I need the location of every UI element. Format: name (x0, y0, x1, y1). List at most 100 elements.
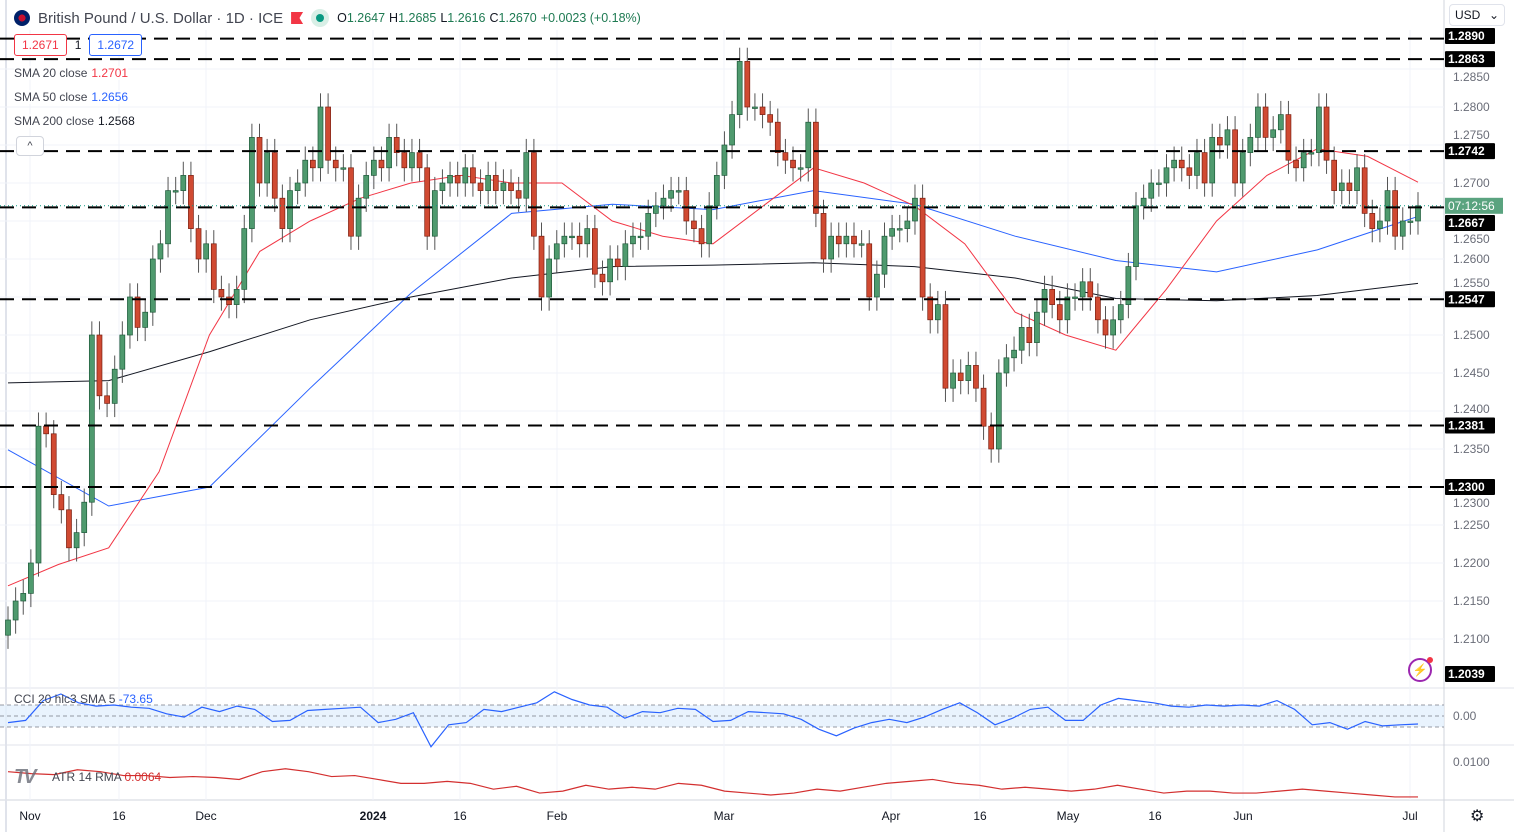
candle (302, 146, 309, 197)
legend-sma50[interactable]: SMA 50 close 1.2656 (14, 90, 129, 104)
candle (256, 123, 263, 197)
legend-sma20[interactable]: SMA 20 close 1.2701 (14, 66, 129, 80)
candle (5, 606, 11, 649)
candle (569, 222, 575, 250)
candle-body (454, 175, 461, 184)
x-tick-label: 16 (973, 809, 987, 823)
candle-body (805, 121, 812, 169)
candle-body (66, 509, 72, 549)
candle (1338, 169, 1345, 205)
candle-body (1407, 220, 1414, 223)
candle (744, 47, 751, 121)
lightning-alert-icon[interactable]: ⚡ (1408, 657, 1433, 682)
candle (424, 154, 431, 250)
y-tick-label: 1.2650 (1453, 232, 1490, 246)
candle (332, 146, 339, 182)
candle (1384, 176, 1391, 235)
candle-body (5, 619, 11, 636)
candle (934, 290, 941, 334)
candle-body (1209, 137, 1216, 184)
y-tick-label: 1.2750 (1453, 128, 1490, 142)
candle (637, 222, 644, 250)
candle (317, 93, 324, 182)
candle (241, 214, 248, 304)
candle-body (1072, 296, 1078, 299)
candle (1407, 207, 1414, 235)
candle-body (1308, 152, 1315, 155)
candle-body (401, 152, 408, 169)
candle (1392, 176, 1398, 250)
candle (1041, 275, 1048, 326)
candle-body (1186, 167, 1193, 176)
settings-gear-icon[interactable]: ⚙ (1470, 808, 1485, 825)
candle-body (470, 167, 476, 184)
candle (81, 488, 88, 547)
candle-body (1255, 106, 1261, 138)
candle-body (73, 532, 80, 549)
candle-body (1156, 182, 1162, 185)
candle (736, 47, 743, 129)
candle-body (355, 197, 362, 237)
y-tick-label: 1.2450 (1453, 366, 1490, 380)
candle (843, 222, 850, 258)
candle-body (1399, 220, 1406, 237)
candle (652, 192, 659, 228)
candle (447, 161, 453, 197)
candle-body (790, 159, 796, 169)
candle-body (561, 235, 568, 245)
candle-body (774, 121, 781, 153)
candle-body (310, 159, 316, 169)
candle-body (691, 220, 697, 229)
candle-body (1369, 213, 1376, 229)
candle-body (111, 368, 118, 404)
candle-body (1003, 357, 1010, 374)
candle-body (96, 334, 103, 397)
x-tick-label: May (1057, 809, 1080, 823)
level-price-label-bg (1445, 291, 1495, 308)
candle-body (104, 395, 110, 404)
candle (28, 549, 34, 608)
candle (1354, 154, 1360, 205)
candle-body (553, 243, 560, 260)
candle (1361, 154, 1368, 228)
x-tick-label: Jul (1402, 809, 1417, 823)
collapse-legend-button[interactable]: ^ (16, 136, 44, 156)
candle-body (439, 182, 446, 191)
candle-body (744, 61, 751, 108)
symbol-header: British Pound / U.S. Dollar · 1D · ICE O… (14, 8, 641, 28)
candle-body (1041, 289, 1048, 313)
candle-body (889, 228, 895, 237)
candle (1110, 306, 1116, 349)
atr-legend[interactable]: ATR 14 RMA 0.0064 (52, 770, 162, 784)
candle-body (797, 167, 804, 170)
candle (1148, 169, 1155, 212)
candle (165, 176, 171, 258)
candle (1178, 146, 1185, 182)
candle (630, 222, 636, 258)
candle (370, 146, 377, 190)
candle (721, 131, 728, 190)
candle-body (927, 296, 934, 321)
candle (706, 192, 713, 258)
candle (340, 154, 347, 182)
candle-body (1285, 114, 1292, 161)
candle (1140, 184, 1147, 220)
candle-body (752, 106, 758, 109)
currency-select[interactable]: USD ⌄ (1449, 4, 1505, 26)
candle (874, 260, 880, 311)
candle (355, 184, 362, 250)
candle-body (531, 152, 537, 237)
sell-button[interactable]: 1.2671 (14, 34, 67, 56)
legend-sma200[interactable]: SMA 200 close 1.2568 (14, 114, 135, 128)
candle (66, 496, 72, 562)
buy-button[interactable]: 1.2672 (89, 34, 143, 56)
candle (614, 245, 621, 281)
candle-body (127, 296, 133, 336)
candle (111, 355, 118, 418)
flag-icon[interactable] (291, 12, 304, 24)
cci-legend[interactable]: CCI 20 hlc3 SMA 5 -73.65 (14, 692, 153, 706)
candle (409, 138, 415, 182)
symbol-title[interactable]: British Pound / U.S. Dollar · 1D · ICE (38, 9, 284, 27)
candle-body (965, 365, 972, 381)
